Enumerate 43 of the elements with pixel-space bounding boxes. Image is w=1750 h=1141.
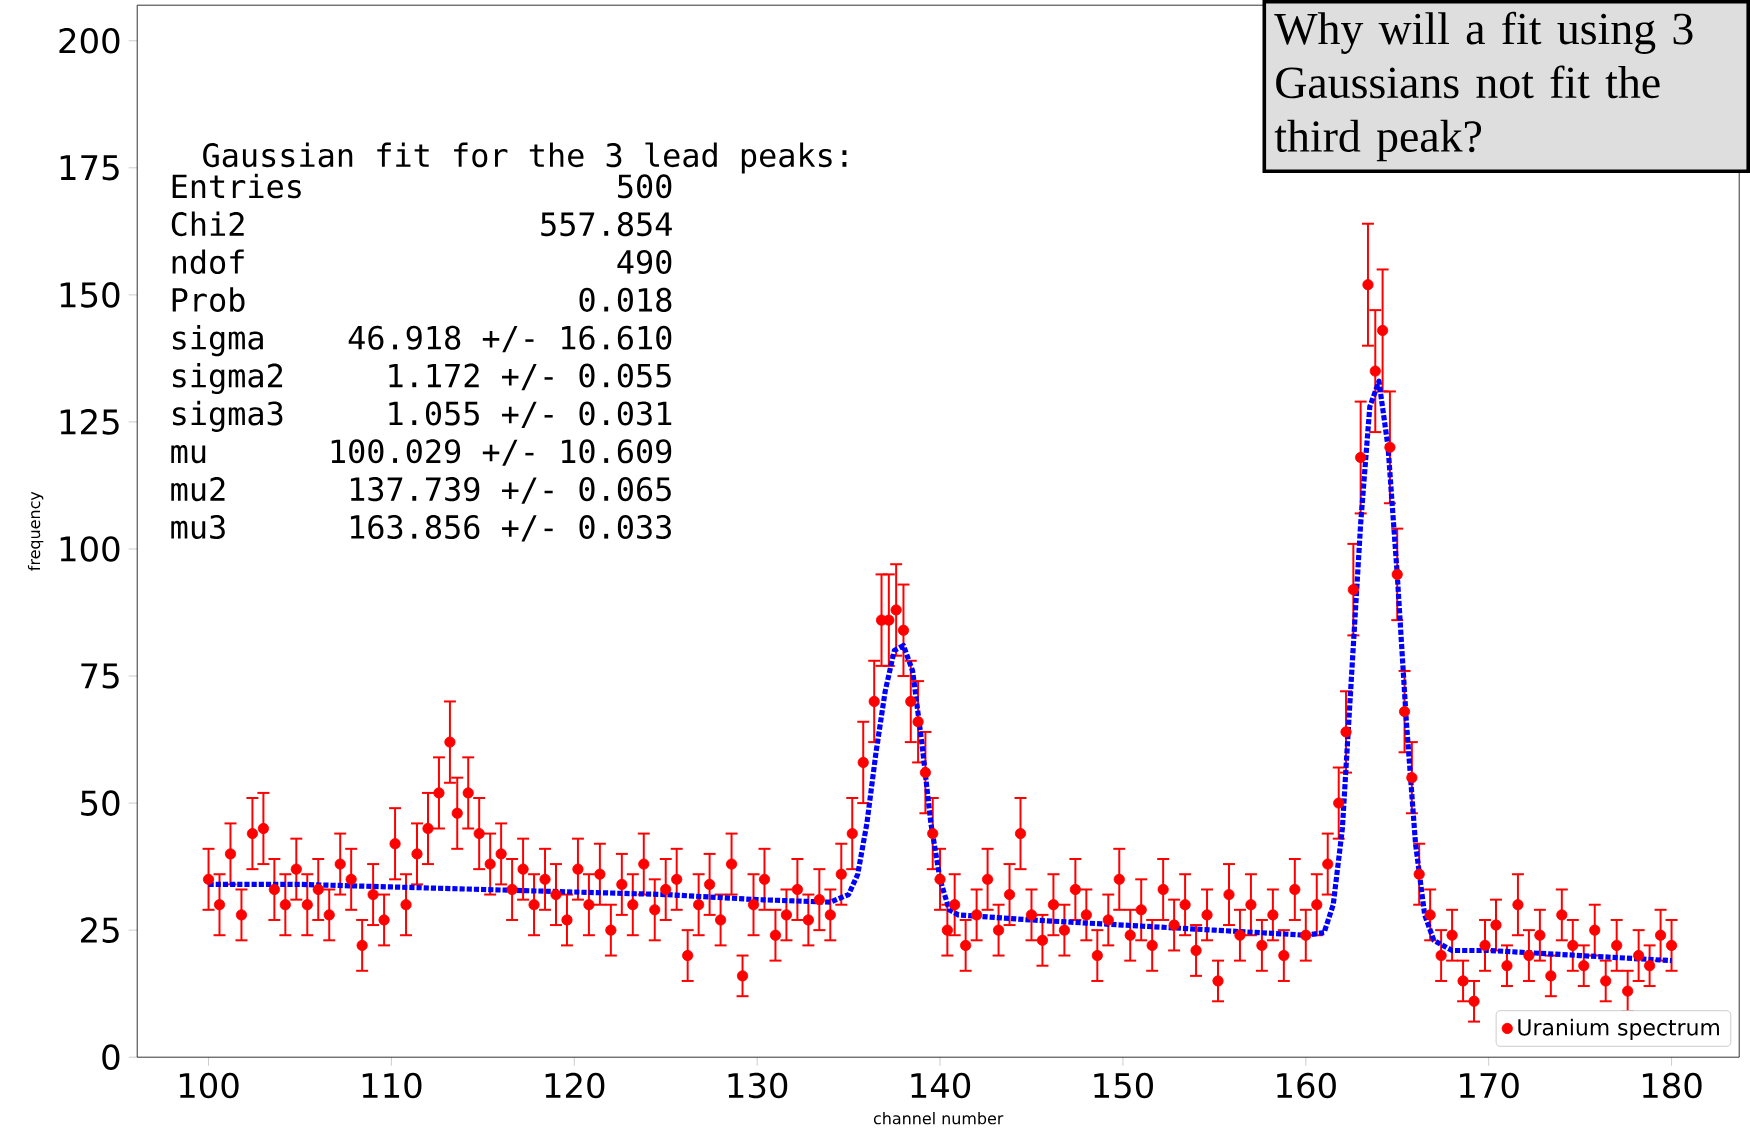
y-tick-label: 0 bbox=[102, 1044, 120, 1070]
annotation: sigma bbox=[172, 325, 263, 357]
x-tick-label: 110 bbox=[362, 1072, 422, 1099]
annotation: Chi2 bbox=[171, 211, 244, 237]
x-tick-label: 180 bbox=[1642, 1072, 1702, 1099]
annotation: 46.918 +/- 16.610 bbox=[348, 325, 672, 353]
y-tick-label: 175 bbox=[60, 155, 119, 181]
y-tick-label: 25 bbox=[81, 917, 119, 943]
annotation: sigma2 bbox=[172, 362, 283, 394]
annotation: sigma3 bbox=[172, 400, 283, 432]
annotation: mu3 bbox=[171, 514, 225, 539]
x-tick-label: 150 bbox=[1094, 1072, 1153, 1099]
x-tick-label: 160 bbox=[1277, 1072, 1336, 1099]
annotation: 1.172 +/- 0.055 bbox=[389, 363, 671, 391]
annotation: Prob bbox=[172, 287, 245, 312]
x-tick-label: 120 bbox=[545, 1072, 605, 1099]
annotation: mu bbox=[171, 444, 206, 464]
x-tick-label: 100 bbox=[179, 1072, 239, 1099]
annotation: 0.018 bbox=[579, 287, 672, 312]
y-tick-label: 150 bbox=[60, 281, 120, 308]
x-tick-label: 130 bbox=[728, 1072, 788, 1099]
annotation: Gaussian fit for the 3 lead peaks: bbox=[203, 142, 847, 174]
y-tick-label: 75 bbox=[81, 663, 119, 689]
y-axis-title: frequency bbox=[27, 491, 44, 571]
annotation: Why will a fit using 3 Gaussians not fit the third peak? bbox=[1274, 11, 1693, 162]
annotation: 137.739 +/- 0.065 bbox=[350, 477, 671, 504]
annotation: ndof bbox=[172, 249, 244, 274]
y-tick-label: 125 bbox=[60, 409, 119, 435]
annotation: Entries bbox=[172, 173, 301, 199]
annotation: 163.856 +/- 0.033 bbox=[350, 514, 671, 542]
y-tick-label: 50 bbox=[81, 790, 120, 816]
annotation: 500 bbox=[618, 174, 672, 199]
legend-label: Uranium spectrum bbox=[1518, 1018, 1719, 1040]
y-tick-label: 200 bbox=[59, 27, 120, 54]
annotation: 100.029 +/- 10.609 bbox=[331, 439, 672, 466]
annotation: 557.854 bbox=[541, 212, 672, 237]
x-tick-label: 170 bbox=[1460, 1072, 1519, 1099]
annotation: 1.055 +/- 0.031 bbox=[389, 401, 672, 428]
x-tick-label: 140 bbox=[911, 1072, 971, 1099]
annotation: mu2 bbox=[171, 477, 225, 502]
x-axis-title: channel number bbox=[873, 1111, 1004, 1125]
annotation: 490 bbox=[617, 249, 672, 274]
y-tick-label: 100 bbox=[60, 536, 120, 562]
